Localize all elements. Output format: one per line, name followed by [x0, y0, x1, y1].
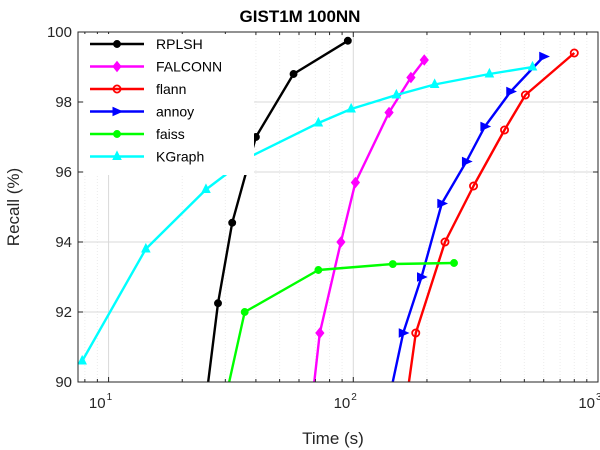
data-point-annoy: [539, 51, 550, 62]
data-point-kgraph: [201, 183, 211, 193]
legend-item-flann: flann: [90, 81, 186, 97]
series-line-flann: [407, 52, 576, 382]
series-faiss: [227, 259, 458, 382]
x-tick-base: 10: [89, 395, 106, 412]
y-tick-label: 98: [55, 94, 72, 111]
data-point-kgraph: [346, 102, 356, 113]
data-point-rplsh: [289, 70, 298, 78]
data-point-flann: [569, 48, 579, 58]
data-point-flann: [500, 125, 510, 135]
x-tick-exponent: 2: [351, 392, 357, 403]
data-point-falconn: [336, 236, 346, 248]
data-point-flann: [520, 90, 530, 100]
legend-marker-rplsh: [113, 40, 121, 48]
legend-item-rplsh: RPLSH: [90, 36, 203, 52]
series-group: [78, 36, 579, 382]
legend-box: [84, 34, 254, 175]
legend-item-kgraph: KGraph: [90, 149, 204, 165]
data-point-rplsh: [214, 299, 222, 308]
legend-marker-falconn: [112, 60, 122, 73]
legend-marker-annoy: [112, 106, 124, 117]
y-axis-label: Recall (%): [4, 168, 23, 246]
data-point-flann: [469, 181, 479, 191]
data-point-annoy: [506, 86, 517, 97]
data-point-falconn: [315, 327, 325, 339]
chart-title: GIST1M 100NN: [240, 7, 361, 26]
series-flann: [407, 48, 579, 382]
x-tick-label: 10 2: [334, 392, 358, 412]
data-point-falconn: [384, 106, 394, 119]
data-point-kgraph: [78, 354, 87, 365]
series-falconn: [313, 54, 429, 382]
y-tick-label: 96: [55, 164, 72, 181]
legend-item-falconn: FALCONN: [90, 59, 222, 75]
x-tick-label: 10 3: [578, 392, 600, 412]
data-point-flann: [411, 328, 421, 338]
x-axis-label: Time (s): [302, 429, 364, 448]
y-tick-label: 92: [55, 304, 72, 321]
data-point-kgraph: [313, 116, 324, 127]
legend-label-falconn: FALCONN: [156, 59, 222, 75]
series-annoy: [391, 51, 550, 382]
data-point-falconn: [419, 54, 429, 66]
y-tick-label: 94: [55, 234, 72, 251]
data-point-falconn: [350, 176, 361, 189]
data-point-annoy: [480, 121, 492, 132]
legend: RPLSH FALCONN flann annoy faiss KGraph: [84, 34, 254, 175]
legend-marker-flann: [112, 84, 122, 94]
data-point-annoy: [398, 328, 410, 338]
series-line-kgraph: [81, 65, 533, 362]
data-point-faiss: [388, 260, 397, 268]
data-point-annoy: [437, 198, 449, 209]
legend-label-kgraph: KGraph: [156, 149, 204, 165]
data-point-flann: [440, 237, 450, 247]
data-point-annoy: [417, 272, 428, 282]
series-line-annoy: [391, 55, 545, 382]
plot-frame: [77, 31, 599, 383]
x-tick-base: 10: [578, 395, 595, 412]
legend-item-annoy: annoy: [90, 104, 194, 120]
data-point-faiss: [450, 259, 458, 267]
data-point-kgraph: [391, 88, 402, 99]
legend-label-faiss: faiss: [156, 126, 185, 142]
series-line-rplsh: [206, 39, 349, 382]
x-tick-label: 10 1: [89, 392, 113, 412]
data-point-kgraph: [429, 78, 440, 88]
x-tick-exponent: 3: [596, 392, 600, 403]
data-point-kgraph: [484, 67, 495, 78]
legend-marker-kgraph: [112, 150, 122, 160]
legend-item-faiss: faiss: [90, 126, 185, 142]
data-point-kgraph: [141, 242, 151, 253]
data-point-falconn: [406, 71, 416, 84]
y-tick-label: 90: [55, 374, 72, 391]
legend-label-flann: flann: [156, 81, 186, 97]
legend-label-annoy: annoy: [156, 104, 194, 120]
x-tick-exponent: 1: [107, 392, 113, 403]
x-tick-base: 10: [334, 395, 351, 412]
series-rplsh: [206, 36, 352, 382]
series-kgraph: [78, 60, 538, 365]
data-point-rplsh: [343, 36, 352, 45]
legend-label-rplsh: RPLSH: [156, 36, 203, 52]
data-point-faiss: [314, 266, 323, 274]
y-tick-label: 100: [47, 24, 72, 41]
data-point-rplsh: [228, 218, 237, 227]
legend-marker-faiss: [113, 130, 121, 138]
data-point-faiss: [240, 308, 249, 316]
data-point-kgraph: [527, 60, 538, 71]
data-point-annoy: [461, 156, 473, 167]
